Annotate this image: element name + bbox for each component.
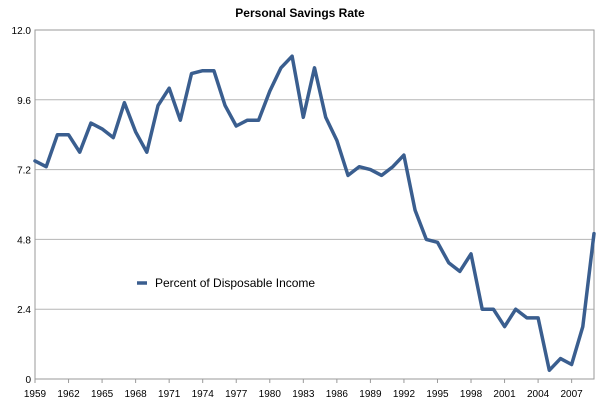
x-tick-label: 2007: [561, 389, 584, 400]
legend: Percent of Disposable Income: [137, 276, 315, 290]
chart-title: Personal Savings Rate: [235, 6, 365, 20]
x-tick-label: 2004: [527, 389, 550, 400]
x-tick-label: 1974: [192, 389, 215, 400]
y-tick-label: 2.4: [17, 305, 31, 316]
y-tick-label: 0: [25, 375, 31, 386]
y-tick-label: 4.8: [17, 235, 31, 246]
y-tick-label: 7.2: [17, 166, 31, 177]
x-tick-label: 1983: [292, 389, 315, 400]
series-line: [33, 54, 596, 373]
y-tick-label: 9.6: [17, 96, 31, 107]
x-tick-label: 1965: [91, 389, 114, 400]
x-tick-label: 1992: [393, 389, 416, 400]
x-tick-label: 1962: [57, 389, 80, 400]
x-tick-label: 1986: [326, 389, 349, 400]
x-tick-label: 2001: [493, 389, 516, 400]
y-tick-label: 12.0: [12, 26, 32, 37]
axis-layer: 0 2.4 4.8 7.2 9.6 12.0 1959 1962 1965 1968 1971 197…: [12, 26, 595, 400]
series-layer: [33, 54, 596, 373]
x-tick-label: 1977: [225, 389, 248, 400]
plot-frame: [34, 29, 595, 380]
legend-label: Percent of Disposable Income: [155, 276, 315, 290]
x-tick-label: 1980: [259, 389, 282, 400]
x-tick-label: 1995: [426, 389, 449, 400]
x-tick-label: 1968: [124, 389, 147, 400]
x-tick-label: 1989: [359, 389, 382, 400]
x-tick-label: 1998: [460, 389, 483, 400]
x-tick-label: 1959: [24, 389, 47, 400]
x-tick-label: 1971: [158, 389, 181, 400]
